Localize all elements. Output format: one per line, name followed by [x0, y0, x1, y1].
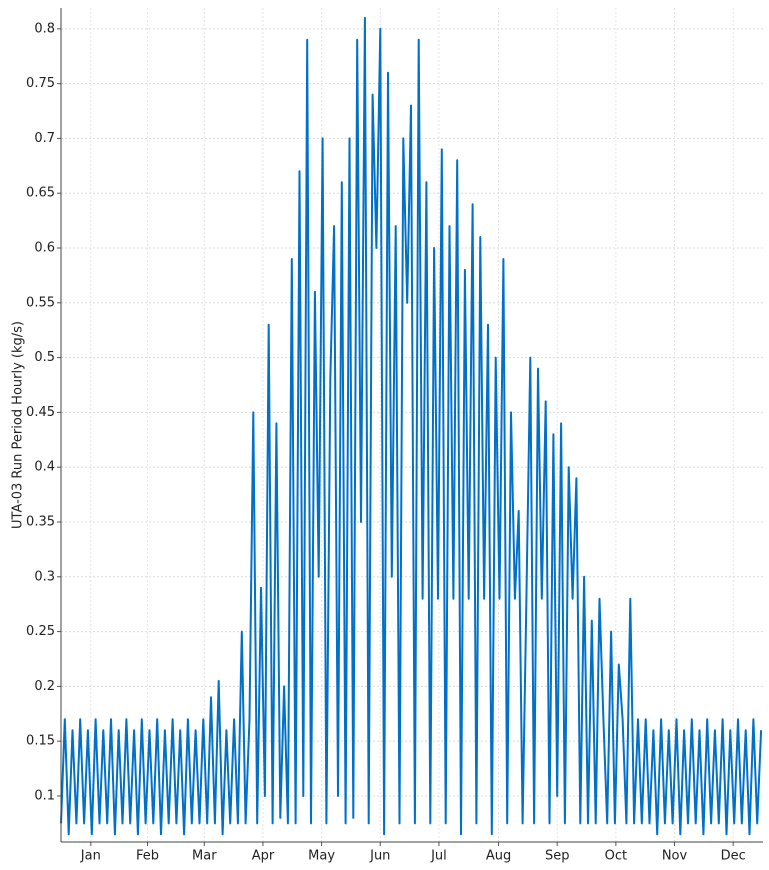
y-tick-label: 0.45: [26, 405, 55, 420]
y-tick-label: 0.55: [26, 295, 55, 310]
y-tick-label: 0.7: [34, 131, 55, 146]
y-tick-label: 0.1: [34, 788, 55, 803]
x-tick-label: Apr: [252, 849, 275, 864]
x-tick-label: Mar: [192, 849, 217, 864]
x-tick-label: Oct: [605, 849, 627, 864]
x-tick-label: Aug: [486, 849, 511, 864]
y-tick-label: 0.2: [34, 679, 55, 694]
y-tick-label: 0.5: [34, 350, 55, 365]
x-tick-label: Nov: [662, 849, 688, 864]
x-tick-label: Jan: [80, 849, 101, 864]
x-tick-label: May: [308, 849, 335, 864]
y-tick-label: 0.35: [26, 514, 55, 529]
data-line: [60, 16, 763, 836]
y-tick-label: 0.8: [34, 21, 55, 36]
y-axis-label: UTA-03 Run Period Hourly (kg/s): [11, 321, 26, 529]
x-tick-label: Sep: [545, 849, 570, 864]
y-tick-label: 0.25: [26, 624, 55, 639]
x-tick-label: Feb: [136, 849, 159, 864]
y-tick-label: 0.3: [34, 569, 55, 584]
y-tick-label: 0.15: [26, 734, 55, 749]
y-tick-label: 0.6: [34, 241, 55, 256]
y-tick-label: 0.75: [26, 76, 55, 91]
y-tick-label: 0.65: [26, 186, 55, 201]
y-tick-label: 0.4: [34, 460, 55, 475]
x-tick-label: Jul: [430, 849, 447, 864]
x-tick-label: Jun: [369, 849, 390, 864]
x-tick-label: Dec: [721, 849, 746, 864]
